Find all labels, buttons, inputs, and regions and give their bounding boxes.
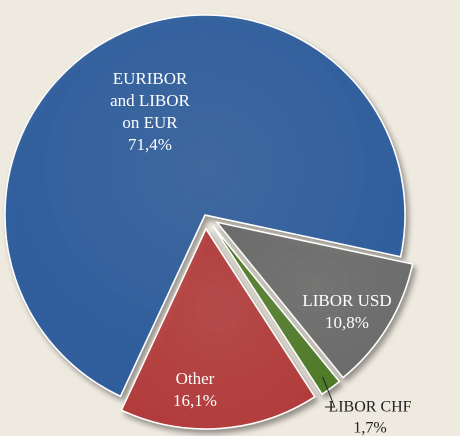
slice-label: LIBOR USD: [302, 291, 392, 310]
pie-slice: [120, 227, 316, 430]
slice-value: 71,4%: [128, 135, 172, 154]
leader-line: [322, 376, 336, 408]
slice-value: 1,7%: [353, 419, 387, 436]
pie-slice: [4, 14, 406, 398]
pie-slice: [212, 225, 341, 396]
slice-label: EURIBOR and LIBOR on EUR: [110, 69, 190, 132]
pie-slice: [215, 221, 414, 379]
slice-value: 10,8%: [325, 313, 369, 332]
slice-value: 16,1%: [173, 391, 217, 410]
slice-label: LIBOR CHF: [328, 398, 412, 415]
slice-label: Other: [175, 369, 215, 388]
